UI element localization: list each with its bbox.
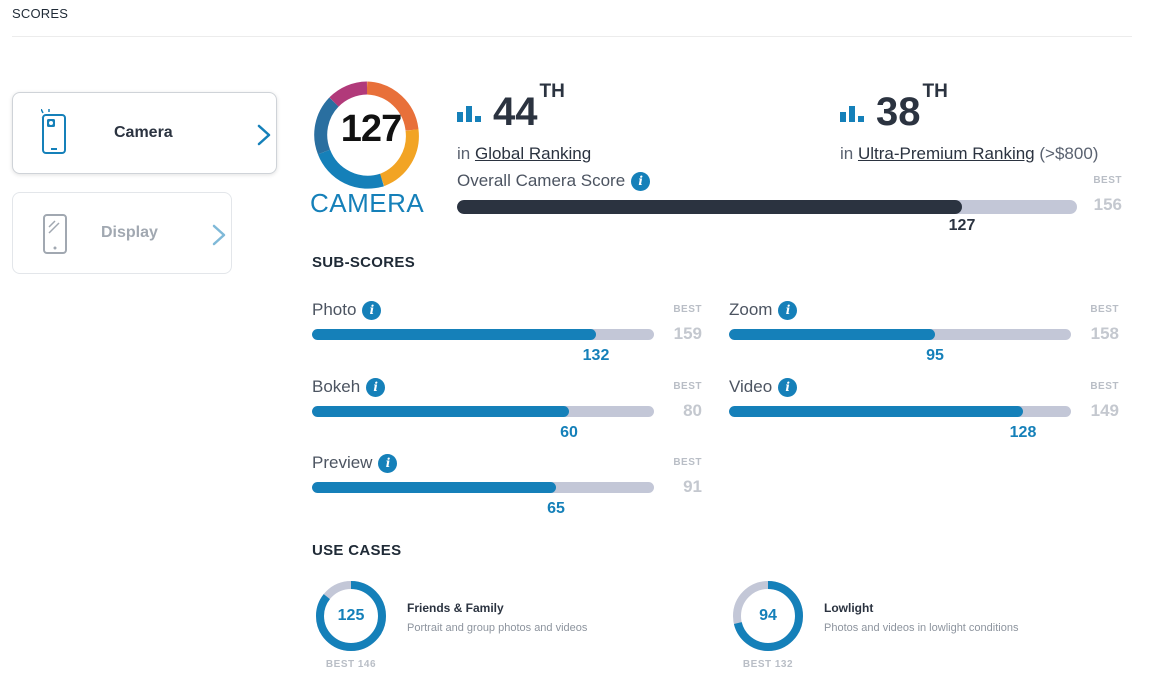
badge-score: 127 xyxy=(340,108,402,150)
overall-score-value: 127 xyxy=(948,217,976,234)
phone-display-icon xyxy=(41,209,71,260)
use-case-title: Lowlight xyxy=(824,601,874,615)
subscore-bar xyxy=(312,329,654,340)
use-cases-title: USE CASES xyxy=(312,542,402,559)
global-ranking-link[interactable]: Global Ranking xyxy=(474,144,592,163)
subscore-bar-fill xyxy=(312,482,556,493)
subscore-name: Zoom i xyxy=(729,300,798,320)
overall-best-label: BEST xyxy=(1093,175,1122,186)
subscore-best-value: 80 xyxy=(683,401,702,420)
overall-score-title: Overall Camera Score i xyxy=(457,171,651,191)
subscore-value: 60 xyxy=(560,424,578,441)
use-case-score: 94 xyxy=(759,607,777,624)
camera-phone-icon xyxy=(37,108,77,160)
use-case-ring xyxy=(732,580,804,657)
subscore-bar-fill xyxy=(729,406,1023,417)
subscore-name: Photo i xyxy=(312,300,382,320)
overall-score-bar-fill xyxy=(457,200,962,214)
subscore-value: 128 xyxy=(1009,424,1037,441)
subscore-name: Bokeh i xyxy=(312,377,386,397)
info-icon[interactable]: i xyxy=(631,172,651,191)
info-icon[interactable]: i xyxy=(366,378,386,397)
use-case-score: 125 xyxy=(337,607,365,624)
info-icon[interactable]: i xyxy=(378,454,398,473)
chevron-right-icon xyxy=(211,223,227,252)
subscore-name: Preview i xyxy=(312,453,398,473)
ranking-bars-icon xyxy=(840,104,866,127)
subscore-bar xyxy=(729,329,1071,340)
subscore-bar xyxy=(729,406,1071,417)
subscore-name-text: Bokeh xyxy=(312,377,361,396)
header-divider xyxy=(12,36,1132,37)
subscore-bar-fill xyxy=(729,329,935,340)
ultra-premium-ranking-link[interactable]: Ultra-Premium Ranking xyxy=(857,144,1035,163)
ultra-premium-rank-caption: in Ultra-Premium Ranking (>$800) xyxy=(840,144,1099,163)
use-case-description: Portrait and group photos and videos xyxy=(407,622,588,634)
subscores-title: SUB-SCORES xyxy=(312,254,416,271)
ranking-bars-icon xyxy=(457,104,483,127)
use-case-description: Photos and videos in lowlight conditions xyxy=(824,622,1019,634)
camera-score-badge xyxy=(312,80,422,190)
subscore-bar-fill xyxy=(312,406,569,417)
subscore-name: Video i xyxy=(729,377,798,397)
subscore-bar xyxy=(312,482,654,493)
subscore-name-text: Zoom xyxy=(729,300,773,319)
info-icon[interactable]: i xyxy=(778,378,798,397)
use-case-title: Friends & Family xyxy=(407,601,504,615)
subscore-best-label: BEST xyxy=(1090,381,1119,392)
overall-best-value: 156 xyxy=(1093,195,1122,214)
subscore-name-text: Preview xyxy=(312,453,373,472)
tab-display[interactable]: Display xyxy=(12,192,232,274)
badge-label: CAMERA xyxy=(310,188,425,218)
subscore-best-label: BEST xyxy=(673,381,702,392)
subscore-name-text: Photo xyxy=(312,300,357,319)
subscore-value: 95 xyxy=(926,347,944,364)
global-rank-caption: in Global Ranking xyxy=(457,144,592,163)
tab-display-label: Display xyxy=(101,224,158,241)
use-case-best: BEST 146 xyxy=(325,659,377,670)
subscore-name-text: Video xyxy=(729,377,773,396)
subscore-best-label: BEST xyxy=(673,304,702,315)
tab-camera-label: Camera xyxy=(114,124,173,141)
global-rank-number: 44 TH xyxy=(493,80,565,134)
subscore-best-label: BEST xyxy=(673,457,702,468)
subscore-bar-fill xyxy=(312,329,596,340)
subscore-value: 132 xyxy=(582,347,610,364)
section-header: SCORES xyxy=(12,6,69,21)
subscore-best-value: 149 xyxy=(1090,401,1119,420)
subscore-best-value: 158 xyxy=(1090,324,1119,343)
subscore-best-value: 91 xyxy=(683,477,702,496)
subscore-value: 65 xyxy=(547,500,565,517)
overall-score-bar xyxy=(457,200,1077,214)
use-case-best: BEST 132 xyxy=(742,659,794,670)
subscore-best-label: BEST xyxy=(1090,304,1119,315)
subscore-best-value: 159 xyxy=(673,324,702,343)
tab-camera[interactable]: Camera xyxy=(12,92,277,174)
chevron-right-icon xyxy=(256,123,272,152)
ultra-premium-rank-number: 38 TH xyxy=(876,80,948,134)
use-case-ring xyxy=(315,580,387,657)
info-icon[interactable]: i xyxy=(362,301,382,320)
subscore-bar xyxy=(312,406,654,417)
info-icon[interactable]: i xyxy=(778,301,798,320)
